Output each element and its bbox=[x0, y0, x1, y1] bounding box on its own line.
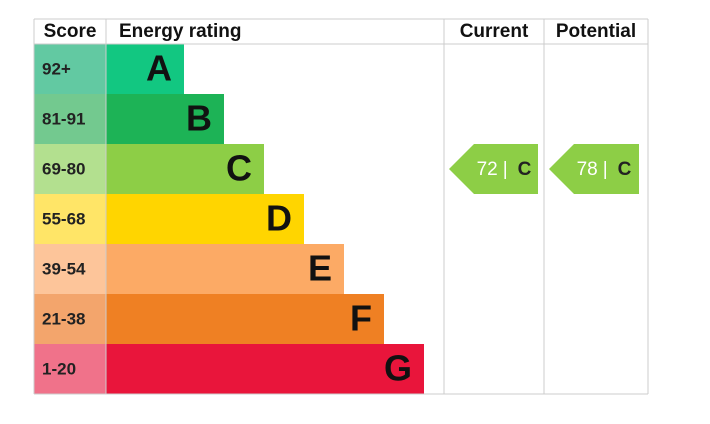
score-label: 1-20 bbox=[42, 359, 76, 378]
rating-bar bbox=[106, 44, 184, 94]
score-label: 39-54 bbox=[42, 259, 86, 278]
header-current: Current bbox=[460, 21, 529, 42]
score-label: 21-38 bbox=[42, 309, 85, 328]
potential-score: 78 bbox=[577, 159, 598, 180]
score-cell bbox=[34, 294, 106, 344]
current-rating: C bbox=[518, 159, 532, 180]
rating-bar bbox=[106, 244, 344, 294]
header-score: Score bbox=[44, 21, 97, 42]
rating-bar bbox=[106, 194, 304, 244]
score-cell bbox=[34, 194, 106, 244]
rating-letter: E bbox=[308, 248, 332, 289]
rating-bar bbox=[106, 144, 264, 194]
score-cell bbox=[34, 144, 106, 194]
score-label: 69-80 bbox=[42, 159, 85, 178]
score-cell bbox=[34, 94, 106, 144]
score-cell bbox=[34, 344, 106, 394]
separator: | bbox=[503, 159, 508, 180]
current-score: 72 bbox=[477, 159, 498, 180]
potential-arrow bbox=[549, 144, 639, 194]
score-label: 81-91 bbox=[42, 109, 85, 128]
potential-label: 78 | C bbox=[577, 159, 632, 180]
separator: | bbox=[603, 159, 608, 180]
rating-bar bbox=[106, 94, 224, 144]
header-potential: Potential bbox=[556, 21, 636, 42]
header-rating: Energy rating bbox=[119, 21, 241, 42]
rating-letter: A bbox=[146, 48, 172, 89]
rating-letter: C bbox=[226, 148, 252, 189]
rating-letter: F bbox=[350, 298, 372, 339]
score-label: 92+ bbox=[42, 59, 71, 78]
score-cell bbox=[34, 244, 106, 294]
rating-letter: G bbox=[384, 348, 412, 389]
potential-rating: C bbox=[618, 159, 632, 180]
current-label: 72 | C bbox=[477, 159, 532, 180]
rating-bar bbox=[106, 294, 384, 344]
rating-bar bbox=[106, 344, 424, 394]
rating-letter: D bbox=[266, 198, 292, 239]
rating-letter: B bbox=[186, 98, 212, 139]
score-label: 55-68 bbox=[42, 209, 85, 228]
score-cell bbox=[34, 44, 106, 94]
current-arrow bbox=[449, 144, 538, 194]
